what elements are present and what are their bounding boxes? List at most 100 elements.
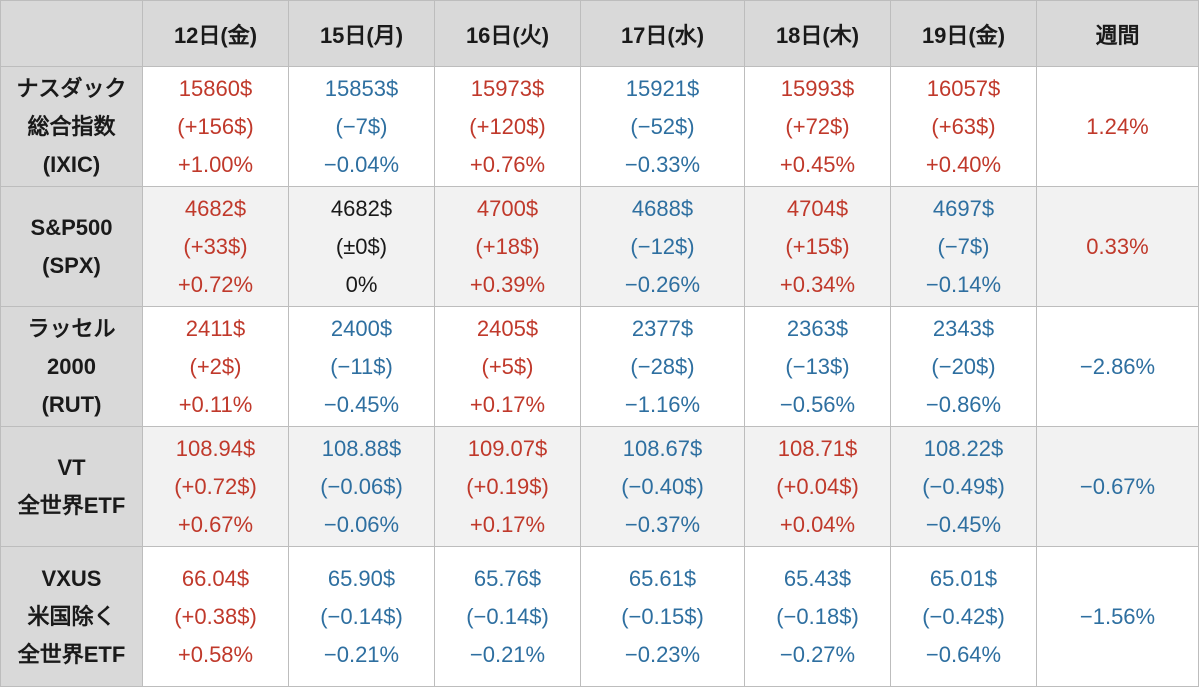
- price-cell: 4700$ (+18$) +0.39%: [434, 186, 581, 307]
- change-value: (+0.04$): [776, 473, 859, 499]
- change-value: (−0.40$): [621, 473, 704, 499]
- percent-value: +0.17%: [469, 391, 546, 417]
- price-cell: 2400$ (−11$) −0.45%: [288, 306, 435, 427]
- price-cell: 108.88$ (−0.06$) −0.06%: [288, 426, 435, 547]
- row-label-line: (IXIC): [42, 151, 101, 177]
- price-cell: 16057$ (+63$) +0.40%: [890, 66, 1037, 187]
- price-cell: 15973$ (+120$) +0.76%: [434, 66, 581, 187]
- weekly-cell: 0.33%: [1036, 186, 1199, 307]
- table-row: S&P500 (SPX) 4682$ (+33$) +0.72% 4682$ (±0$) 0%…: [0, 186, 1199, 307]
- price-value: 16057$: [926, 75, 1001, 101]
- change-value: (−0.42$): [922, 603, 1005, 629]
- price-cell: 109.07$ (+0.19$) +0.17%: [434, 426, 581, 547]
- percent-value: +0.72%: [177, 271, 254, 297]
- price-cell: 108.71$ (+0.04$) +0.04%: [744, 426, 891, 547]
- price-value: 65.90$: [327, 565, 396, 591]
- header-day: 15日(月): [288, 0, 435, 67]
- price-value: 65.61$: [628, 565, 697, 591]
- percent-value: −0.26%: [624, 271, 701, 297]
- percent-value: +1.00%: [177, 151, 254, 177]
- row-label-line: VT: [57, 454, 86, 480]
- change-value: (+33$): [183, 233, 248, 259]
- header-weekly: 週間: [1036, 0, 1199, 67]
- change-value: (+5$): [481, 353, 534, 379]
- percent-value: −0.21%: [469, 641, 546, 667]
- change-value: (−13$): [785, 353, 850, 379]
- price-value: 15860$: [178, 75, 253, 101]
- row-label-line: 全世界ETF: [17, 492, 126, 518]
- price-value: 4682$: [184, 195, 247, 221]
- price-value: 15921$: [625, 75, 700, 101]
- price-cell: 2377$ (−28$) −1.16%: [580, 306, 745, 427]
- change-value: (+0.38$): [174, 603, 257, 629]
- change-value: (−28$): [630, 353, 695, 379]
- percent-value: +0.17%: [469, 511, 546, 537]
- table-row: ラッセル 2000 (RUT) 2411$ (+2$) +0.11% 2400$ (−11$)…: [0, 306, 1199, 427]
- change-value: (−12$): [630, 233, 695, 259]
- price-value: 15973$: [470, 75, 545, 101]
- price-cell: 15860$ (+156$) +1.00%: [142, 66, 289, 187]
- price-cell: 15993$ (+72$) +0.45%: [744, 66, 891, 187]
- percent-value: +0.40%: [925, 151, 1002, 177]
- table-row: VT 全世界ETF 108.94$ (+0.72$) +0.67% 108.88$ (−0.…: [0, 426, 1199, 547]
- price-cell: 65.61$ (−0.15$) −0.23%: [580, 546, 745, 687]
- change-value: (−0.15$): [621, 603, 704, 629]
- percent-value: −0.04%: [323, 151, 400, 177]
- change-value: (+63$): [931, 113, 996, 139]
- weekly-percent: −2.86%: [1079, 353, 1156, 379]
- change-value: (−52$): [630, 113, 695, 139]
- row-label: VT 全世界ETF: [0, 426, 143, 547]
- header-day: 17日(水): [580, 0, 745, 67]
- header-row: 12日(金) 15日(月) 16日(火) 17日(水) 18日(木) 19日(金…: [0, 0, 1199, 67]
- percent-value: +0.11%: [178, 391, 253, 417]
- price-value: 4688$: [631, 195, 694, 221]
- price-cell: 15853$ (−7$) −0.04%: [288, 66, 435, 187]
- change-value: (+0.72$): [174, 473, 257, 499]
- change-value: (−7$): [937, 233, 990, 259]
- price-value: 108.94$: [175, 435, 256, 461]
- row-label-line: VXUS: [41, 565, 102, 591]
- price-value: 108.22$: [923, 435, 1004, 461]
- price-value: 2343$: [932, 315, 995, 341]
- row-label: ナスダック 総合指数 (IXIC): [0, 66, 143, 187]
- row-label: VXUS 米国除く 全世界ETF: [0, 546, 143, 687]
- price-value: 2400$: [330, 315, 393, 341]
- price-cell: 2405$ (+5$) +0.17%: [434, 306, 581, 427]
- row-label-line: ラッセル: [27, 315, 116, 341]
- percent-value: +0.34%: [779, 271, 856, 297]
- header-corner: [0, 0, 143, 67]
- weekly-percent: 0.33%: [1086, 233, 1149, 259]
- weekly-percent: −0.67%: [1079, 473, 1156, 499]
- row-label-line: 全世界ETF: [17, 641, 126, 667]
- change-value: (+72$): [785, 113, 850, 139]
- change-value: (+2$): [189, 353, 242, 379]
- weekly-cell: −1.56%: [1036, 546, 1199, 687]
- change-value: (−0.14$): [466, 603, 549, 629]
- price-value: 4697$: [932, 195, 995, 221]
- header-day: 16日(火): [434, 0, 581, 67]
- percent-value: −1.16%: [624, 391, 701, 417]
- row-label-line: (RUT): [41, 391, 102, 417]
- change-value: (+15$): [785, 233, 850, 259]
- price-cell: 66.04$ (+0.38$) +0.58%: [142, 546, 289, 687]
- price-cell: 65.76$ (−0.14$) −0.21%: [434, 546, 581, 687]
- percent-value: −0.14%: [925, 271, 1002, 297]
- percent-value: −0.45%: [323, 391, 400, 417]
- percent-value: +0.58%: [177, 641, 254, 667]
- change-value: (±0$): [335, 233, 388, 259]
- price-cell: 108.22$ (−0.49$) −0.45%: [890, 426, 1037, 547]
- price-value: 2363$: [786, 315, 849, 341]
- price-value: 66.04$: [181, 565, 250, 591]
- header-day: 12日(金): [142, 0, 289, 67]
- percent-value: +0.39%: [469, 271, 546, 297]
- price-cell: 4682$ (±0$) 0%: [288, 186, 435, 307]
- row-label-line: ナスダック: [16, 75, 127, 101]
- change-value: (−11$): [330, 353, 393, 379]
- change-value: (−0.14$): [320, 603, 403, 629]
- percent-value: −0.33%: [624, 151, 701, 177]
- price-value: 2405$: [476, 315, 539, 341]
- price-value: 65.76$: [473, 565, 542, 591]
- price-value: 4682$: [330, 195, 393, 221]
- row-label-line: (SPX): [42, 252, 101, 278]
- price-value: 4704$: [786, 195, 849, 221]
